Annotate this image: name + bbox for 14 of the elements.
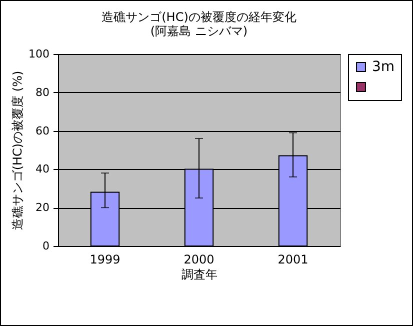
x-axis-title: 調査年: [182, 268, 218, 282]
y-tick-label: 0: [42, 240, 50, 252]
y-tick-label: 100: [28, 48, 50, 60]
chart-subtitle: (阿嘉島 ニシバマ): [150, 24, 248, 38]
x-tick-label: 2000: [184, 252, 214, 266]
y-tick-label: 40: [36, 162, 50, 176]
y-tick-label: 80: [36, 86, 50, 99]
x-tick-label: 1999: [90, 252, 120, 266]
x-tick-label: 2001: [278, 252, 308, 266]
y-axis-title: 造礁サンゴ(HC)の被覆度 (%): [10, 70, 25, 230]
legend-label: 3m: [372, 59, 395, 75]
y-tick-label: 60: [36, 124, 50, 138]
y-tick-label: 20: [36, 201, 50, 214]
chart-title: 造礁サンゴ(HC)の被覆度の経年変化: [102, 10, 296, 24]
